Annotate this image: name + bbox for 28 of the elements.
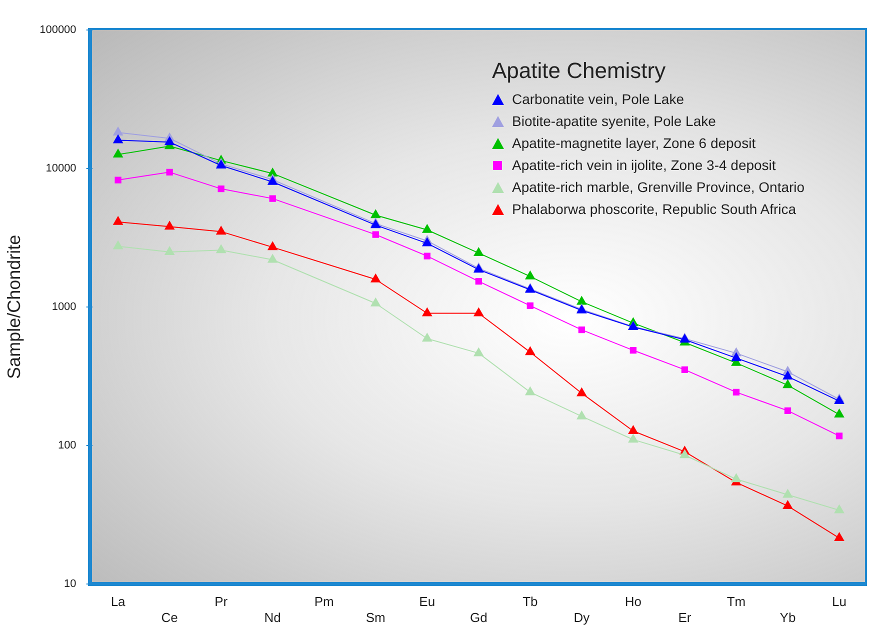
x-tick-label: Nd (264, 610, 281, 625)
legend-label: Apatite-rich vein in ijolite, Zone 3-4 deposit (512, 157, 776, 173)
x-tick-label: Tb (522, 594, 538, 610)
legend-label: Biotite-apatite syenite, Pole Lake (512, 113, 716, 129)
x-tick-label: Tm (726, 594, 746, 610)
x-tick-label: La (110, 594, 126, 610)
legend-label: Apatite-magnetite layer, Zone 6 deposit (512, 135, 756, 151)
legend-label: Apatite-rich marble, Grenville Province, Ontario (512, 179, 805, 195)
x-tick-label: Dy (574, 610, 590, 625)
x-tick-label: Er (678, 610, 692, 625)
legend-label: Carbonatite vein, Pole Lake (512, 91, 684, 107)
x-tick-label: Pm (314, 594, 334, 610)
legend-title: Apatite Chemistry (492, 58, 667, 84)
y-tick-label: 100 (58, 439, 76, 452)
x-tick-label: Eu (419, 594, 436, 610)
y-tick-label: 10000 (46, 162, 76, 174)
x-tick-label: Lu (832, 594, 846, 610)
legend-label: Phalaborwa phoscorite, Republic South Africa (512, 201, 796, 217)
x-tick-label: Ce (161, 610, 178, 625)
y-tick-label: 10 (64, 578, 76, 590)
x-tick-label: Yb (780, 610, 796, 625)
x-tick-label: Pr (214, 594, 228, 610)
x-tick-label: Gd (470, 610, 488, 625)
y-tick-label: 100000 (40, 24, 76, 36)
y-tick-label: 1000 (52, 300, 76, 313)
x-tick-label: Ho (624, 594, 642, 610)
y-axis-title: Sample/Chondrite (4, 234, 24, 379)
x-tick-label: Sm (366, 610, 386, 625)
